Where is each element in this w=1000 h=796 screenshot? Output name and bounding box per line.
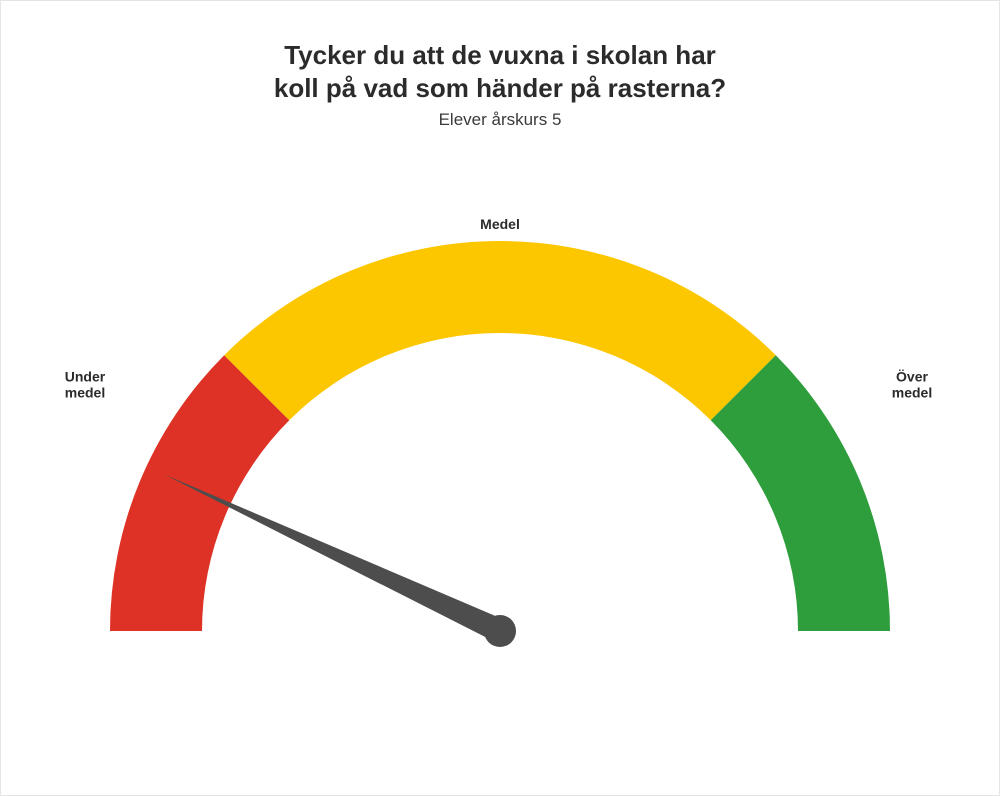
title-line-1: Tycker du att de vuxna i skolan har: [1, 39, 999, 72]
gauge-label-over: Övermedel: [892, 368, 932, 400]
gauge-chart: Undermedel Medel Övermedel: [50, 176, 950, 736]
title-block: Tycker du att de vuxna i skolan har koll…: [1, 39, 999, 130]
gauge-segment-medel: [224, 241, 776, 420]
gauge-label-under: Undermedel: [65, 368, 106, 400]
title-line-2: koll på vad som händer på rasterna?: [1, 72, 999, 105]
chart-frame: Tycker du att de vuxna i skolan har koll…: [0, 0, 1000, 796]
gauge-hub: [484, 615, 516, 647]
gauge-label-medel: Medel: [480, 216, 520, 232]
subtitle: Elever årskurs 5: [1, 110, 999, 130]
gauge-segment-over: [711, 355, 890, 631]
gauge-svg: Undermedel Medel Övermedel: [50, 176, 950, 736]
gauge-segment-under: [110, 355, 289, 631]
gauge-needle: [165, 475, 505, 642]
